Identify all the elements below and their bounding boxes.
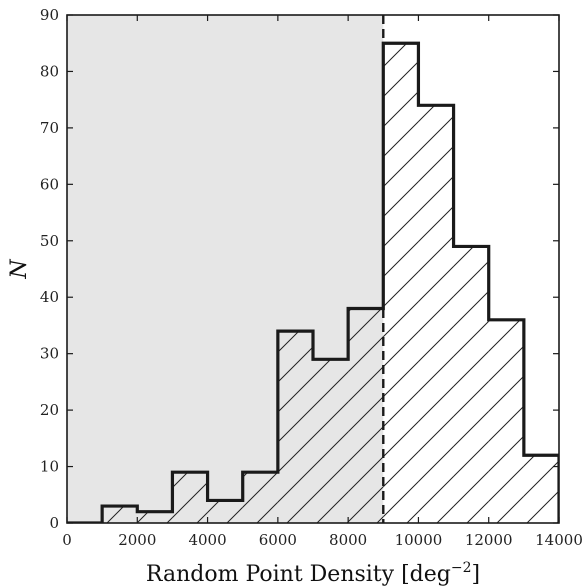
- y-tick-label-5: 50: [40, 232, 59, 250]
- histogram-bar-4: [207, 500, 243, 523]
- histogram-bar-12: [488, 319, 524, 523]
- y-axis-title: N: [7, 259, 32, 280]
- y-tick-label-7: 70: [40, 119, 59, 137]
- histogram-bar-13: [523, 455, 559, 523]
- y-tick-label-9: 90: [40, 6, 59, 24]
- y-tick-label-0: 0: [49, 514, 59, 532]
- y-tick-label-3: 30: [40, 345, 59, 363]
- x-tick-label-3: 6000: [259, 531, 297, 549]
- x-tick-label-0: 0: [62, 531, 72, 549]
- histogram-bar-3: [172, 472, 208, 523]
- histogram-bar-9: [383, 43, 419, 523]
- plot-frame: [66, 14, 560, 524]
- y-tick-label-6: 60: [40, 175, 59, 193]
- histogram-bar-1: [102, 506, 138, 523]
- y-tick-label-4: 40: [40, 288, 59, 306]
- histogram-bar-5: [242, 472, 278, 523]
- x-tick-label-2: 4000: [188, 531, 226, 549]
- histogram-bar-7: [313, 359, 349, 523]
- x-tick-label-1: 2000: [118, 531, 156, 549]
- y-tick-label-1: 10: [40, 458, 59, 476]
- y-tick-label-8: 80: [40, 62, 59, 80]
- x-tick-label-5: 10000: [395, 531, 443, 549]
- x-axis-title: Random Point Density [deg−2]: [146, 560, 480, 587]
- histogram-bar-8: [348, 308, 384, 523]
- histogram-outline: [67, 41, 559, 523]
- histogram-bar-10: [418, 105, 454, 523]
- x-tick-label-4: 8000: [329, 531, 367, 549]
- y-tick-label-2: 20: [40, 401, 59, 419]
- x-tick-label-6: 12000: [465, 531, 513, 549]
- histogram-bar-6: [277, 331, 313, 523]
- x-tick-label-7: 14000: [535, 531, 583, 549]
- histogram-bar-2: [137, 511, 173, 523]
- histogram-bar-11: [453, 246, 489, 523]
